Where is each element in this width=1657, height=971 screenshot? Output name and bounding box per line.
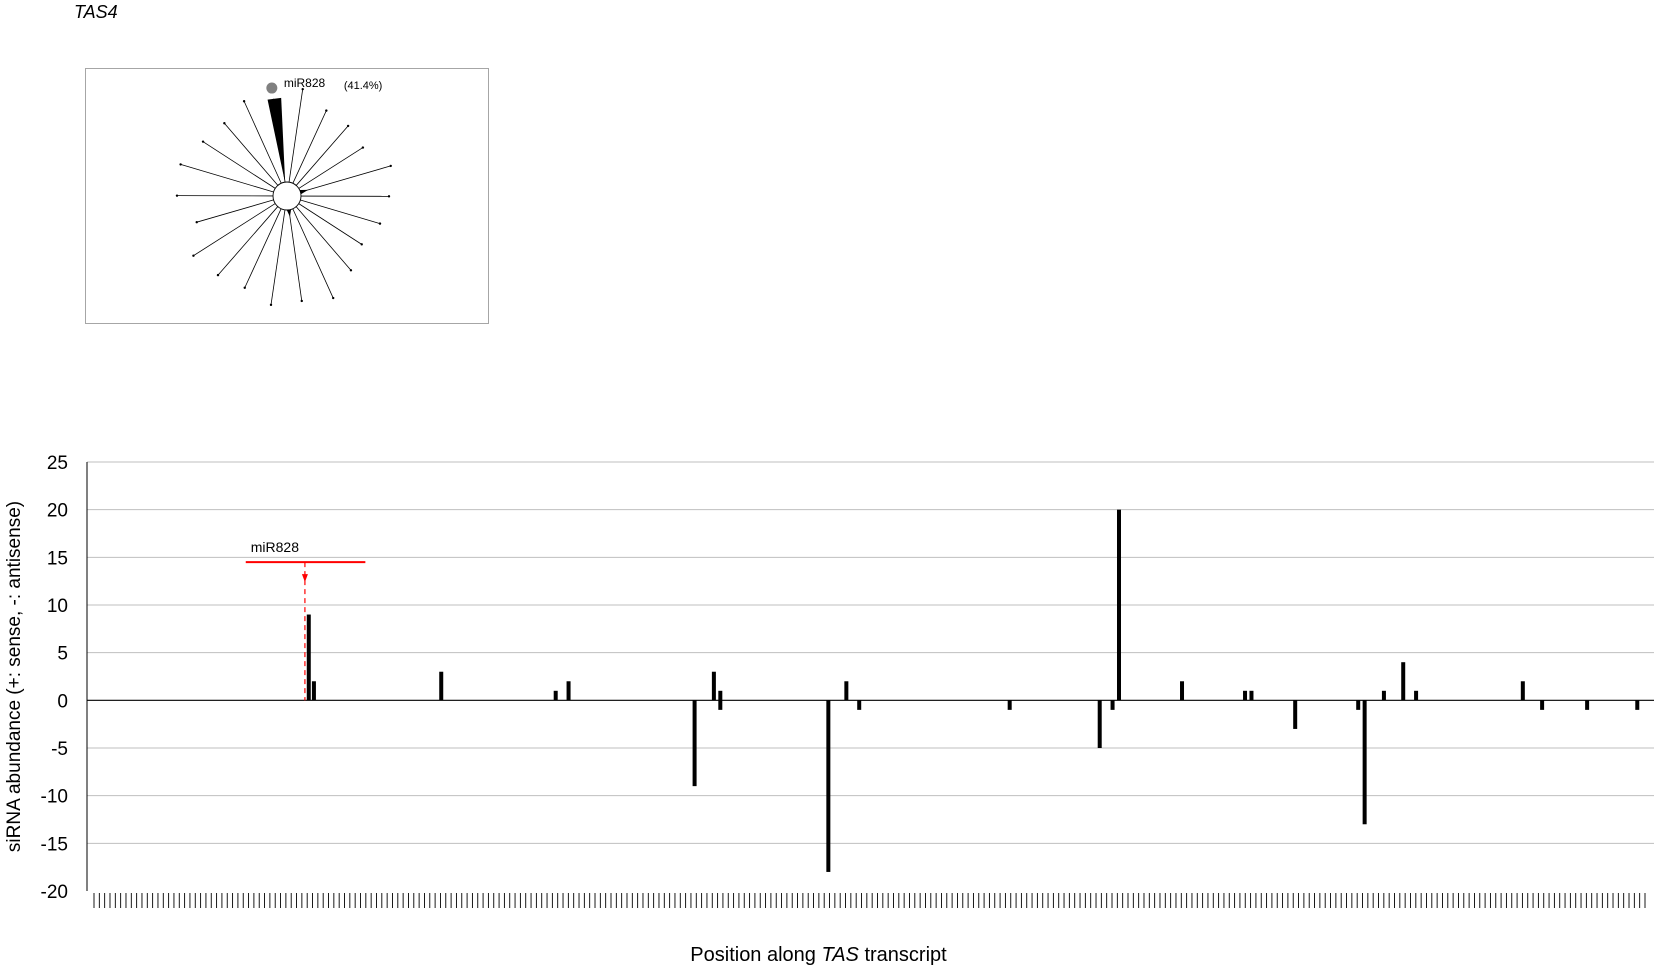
mirna-marker <box>266 82 278 94</box>
radial-spoke <box>202 141 276 189</box>
bar <box>1007 700 1012 710</box>
y-axis-label: siRNA abundance (+: sense, -: antisense) <box>4 501 25 852</box>
radial-spoke-tip <box>346 124 350 128</box>
radial-spoke-tip <box>325 109 328 112</box>
bar <box>439 671 444 701</box>
bar <box>1362 700 1367 825</box>
radial-spoke <box>244 208 282 288</box>
radial-spoke <box>298 203 362 245</box>
bar <box>553 690 558 701</box>
bar <box>1356 700 1361 710</box>
bar <box>566 681 571 701</box>
bar <box>1635 700 1640 710</box>
bar <box>718 700 723 710</box>
radial-spoke-tip <box>301 87 304 91</box>
bar <box>1116 509 1121 701</box>
radial-spoke <box>224 122 279 186</box>
radial-spoke <box>196 199 274 223</box>
gene-title: TAS4 <box>74 2 118 22</box>
y-tick-label: 5 <box>57 644 68 665</box>
radial-spoke-tip <box>216 273 220 277</box>
bar <box>857 700 862 710</box>
bar <box>1110 700 1115 710</box>
y-tick-label: -10 <box>41 787 68 808</box>
y-tick-label: 20 <box>47 501 68 522</box>
radial-spoke-tip <box>389 164 392 168</box>
mirna-label: miR828 <box>284 76 326 90</box>
radial-spoke <box>295 125 349 186</box>
radial-spoke <box>295 206 352 271</box>
bar <box>1249 690 1254 701</box>
bar <box>718 690 723 701</box>
radial-spoke-tip <box>269 303 273 307</box>
radial-spoke-tip <box>378 222 382 225</box>
bar <box>1293 700 1298 729</box>
bar <box>1520 681 1525 701</box>
bar <box>1097 700 1102 748</box>
radial-spoke-tip <box>242 100 246 103</box>
annotation-label: miR828 <box>251 539 299 555</box>
radial-spoke-tip <box>201 140 205 143</box>
y-tick-label: -15 <box>41 834 68 855</box>
radial-spoke-tip <box>360 243 363 246</box>
radial-plot-panel: miR828 (41.4%) <box>85 68 489 324</box>
minor-wedge <box>286 209 292 217</box>
bar <box>1243 690 1248 701</box>
bar <box>1401 662 1406 701</box>
x-axis-ticks <box>93 893 1646 908</box>
radial-spoke-tip <box>175 194 179 197</box>
bar <box>692 700 697 787</box>
radial-spoke <box>292 110 327 184</box>
bar <box>1180 681 1185 701</box>
y-tick-label: 15 <box>47 548 68 569</box>
x-axis-label-post: transcript <box>858 944 947 966</box>
cleavage-arrowhead <box>301 574 308 583</box>
radial-spoke <box>300 165 391 193</box>
radial-spoke <box>288 89 304 183</box>
radial-spoke <box>180 164 274 193</box>
minor-wedge <box>299 189 309 195</box>
radial-spoke-tip <box>223 122 226 125</box>
bar <box>311 681 316 701</box>
radial-spoke <box>217 206 279 276</box>
bar <box>1540 700 1545 710</box>
y-tick-label: 25 <box>47 453 68 474</box>
bar <box>1585 700 1590 710</box>
radial-spoke <box>300 199 381 225</box>
x-axis-label-pre: Position along <box>690 944 822 966</box>
x-axis-label-italic: TAS <box>821 944 859 966</box>
radial-spoke-tip <box>300 299 303 303</box>
bar <box>711 671 716 701</box>
radial-spoke <box>193 203 276 257</box>
radial-spoke-tip <box>195 220 198 224</box>
radial-plot: miR828 (41.4%) <box>175 76 392 307</box>
radial-spoke-tip <box>332 296 335 300</box>
radial-center <box>272 181 302 211</box>
y-tick-label: 0 <box>57 691 68 712</box>
radial-spoke <box>270 209 286 305</box>
bar <box>306 614 311 701</box>
radial-spoke-tip <box>243 286 246 289</box>
sirna-bar-chart: 25 20 15 10 5 0 -5 -10 -15 -20 miR828 siRNA abundan… <box>4 453 1654 908</box>
radial-spoke-tip <box>179 163 182 166</box>
bar <box>1381 690 1386 701</box>
radial-spoke-tip <box>349 269 353 272</box>
radial-spoke-tip <box>387 195 391 198</box>
radial-spoke-tip <box>192 254 195 257</box>
radial-spoke <box>298 147 364 189</box>
radial-spoke <box>243 101 282 184</box>
bar <box>826 700 831 872</box>
bar <box>844 681 849 701</box>
radial-spoke <box>288 209 303 302</box>
highlight-wedge <box>267 97 286 184</box>
radial-spoke-tip <box>361 146 365 149</box>
x-axis-label: Position along TAS transcript <box>0 944 1637 967</box>
bar <box>1414 690 1419 701</box>
y-tick-label: -5 <box>51 739 68 760</box>
y-tick-label: -20 <box>41 882 68 903</box>
y-tick-label: 10 <box>47 596 68 617</box>
radial-spoke <box>292 208 334 299</box>
mirna-percent: (41.4%) <box>344 80 383 92</box>
